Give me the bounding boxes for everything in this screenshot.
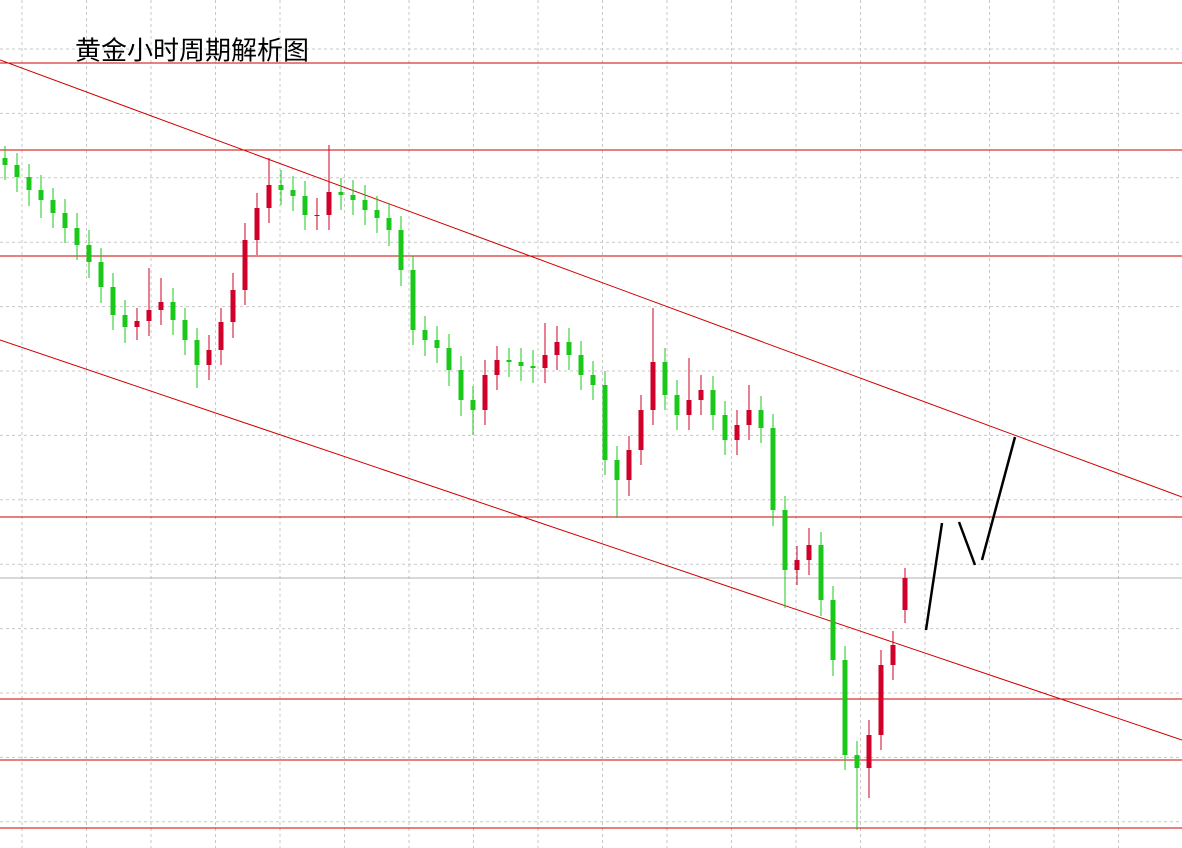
candle-body <box>818 545 824 600</box>
candle-body <box>266 185 272 208</box>
projection-line <box>924 522 944 631</box>
candle-body <box>614 460 620 480</box>
candle-body <box>122 315 128 327</box>
candle-body <box>830 600 836 660</box>
candle-body <box>38 190 44 200</box>
candle-body <box>158 302 164 310</box>
candle-body <box>410 270 416 330</box>
candle-body <box>290 190 296 196</box>
candle-body <box>218 322 224 350</box>
candle-body <box>866 735 872 768</box>
candle-body <box>902 578 908 610</box>
candle-body <box>650 362 656 410</box>
projection-line <box>980 436 1017 561</box>
candle-body <box>458 370 464 400</box>
candle-body <box>674 395 680 415</box>
candle-body <box>770 428 776 510</box>
candle-body <box>482 375 488 410</box>
chart-title: 黄金小时周期解析图 <box>75 37 309 67</box>
candle-body <box>134 321 140 327</box>
candle-body <box>890 645 896 665</box>
candle-body <box>782 510 788 570</box>
candle-body <box>626 450 632 480</box>
candle-body <box>602 385 608 460</box>
candle-body <box>374 210 380 218</box>
candle-body <box>698 390 704 400</box>
candle-body <box>422 330 428 340</box>
candle-body <box>854 755 860 768</box>
candle-body <box>302 196 308 215</box>
candle-body <box>638 410 644 450</box>
candle-body <box>386 218 392 230</box>
levels <box>0 62 1182 829</box>
candle-body <box>206 350 212 365</box>
candle-body <box>794 560 800 570</box>
candle-body <box>2 158 8 165</box>
candle-body <box>434 340 440 348</box>
candles <box>2 145 908 830</box>
candle-body <box>746 410 752 425</box>
candle-body <box>194 340 200 365</box>
candle-body <box>350 195 356 200</box>
candle-body <box>398 230 404 270</box>
candle-body <box>278 185 284 190</box>
candle-body <box>326 192 332 215</box>
candle-body <box>542 355 548 368</box>
candle-body <box>230 290 236 322</box>
candle-body <box>506 360 512 362</box>
candle-body <box>722 415 728 440</box>
candle-body <box>50 200 56 213</box>
candle-body <box>338 192 344 195</box>
candle-body <box>842 660 848 755</box>
candle-body <box>110 287 116 315</box>
candle-body <box>242 240 248 290</box>
projection-line <box>957 521 977 566</box>
trend-line <box>0 339 1182 741</box>
candle-body <box>446 348 452 370</box>
candle-body <box>26 177 32 190</box>
candle-body <box>590 375 596 385</box>
candle-body <box>86 245 92 262</box>
candle-body <box>146 310 152 321</box>
candle-body <box>62 213 68 228</box>
trend-line <box>0 59 1182 498</box>
candle-body <box>494 360 500 375</box>
candle-body <box>554 342 560 355</box>
candle-body <box>14 165 20 177</box>
candle-body <box>314 215 320 216</box>
candle-body <box>566 342 572 355</box>
candle-body <box>74 228 80 245</box>
candle-body <box>170 302 176 320</box>
candle-body <box>662 362 668 395</box>
candle-body <box>710 390 716 415</box>
projection <box>924 436 1017 631</box>
candle-body <box>758 410 764 428</box>
candle-body <box>470 400 476 410</box>
candle-body <box>878 665 884 735</box>
candle-body <box>518 362 524 366</box>
candle-body <box>578 355 584 375</box>
candle-body <box>182 320 188 340</box>
candle-body <box>98 262 104 287</box>
candle-body <box>734 425 740 440</box>
candle-body <box>686 400 692 415</box>
candle-body <box>530 366 536 368</box>
candle-body <box>806 545 812 560</box>
candle-body <box>362 200 368 210</box>
candle-body <box>254 208 260 240</box>
